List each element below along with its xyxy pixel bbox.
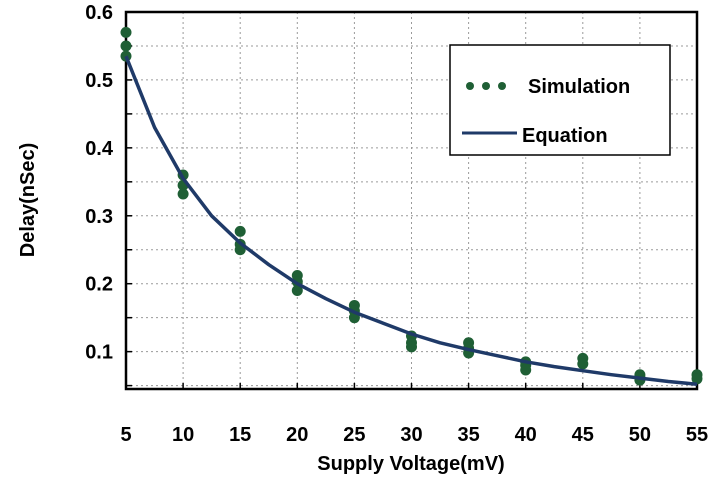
simulation-point: [691, 373, 703, 385]
x-tick-label: 30: [400, 424, 422, 446]
legend-simulation-label: Simulation: [528, 76, 630, 98]
y-tick-label: 0.1: [85, 342, 113, 364]
simulation-point: [406, 341, 417, 353]
x-tick-label: 25: [343, 424, 365, 446]
y-tick-label: 0.6: [85, 2, 113, 24]
legend: Simulation Equation: [449, 44, 671, 156]
series-layer: [120, 26, 703, 386]
equation-curve: [124, 55, 698, 386]
y-tick-label: 0.5: [85, 70, 113, 92]
legend-simulation-marker: [466, 82, 506, 90]
simulation-point: [234, 225, 246, 237]
x-tick-label: 40: [515, 424, 537, 446]
legend-equation-label: Equation: [522, 125, 608, 147]
simulation-point: [120, 40, 132, 52]
y-tick-label: 0.2: [85, 274, 113, 296]
y-tick-labels: 0.1 0.2 0.3 0.4 0.5 0.6: [85, 2, 114, 364]
x-tick-labels: 5 10 15 20 25 30 35 40 45 50 55: [120, 424, 708, 446]
x-tick-label: 55: [686, 424, 708, 446]
simulation-point: [291, 285, 303, 297]
x-tick-label: 20: [286, 424, 308, 446]
legend-box: [449, 44, 671, 156]
y-axis-title: Delay(nSec): [17, 143, 39, 258]
legend-simulation-dot: [498, 82, 506, 90]
x-tick-label: 5: [120, 424, 131, 446]
legend-simulation-dot: [466, 82, 474, 90]
y-tick-label: 0.4: [85, 138, 114, 160]
x-tick-label: 50: [629, 424, 651, 446]
y-tick-label: 0.3: [85, 206, 113, 228]
simulation-point: [577, 358, 589, 370]
x-tick-label: 10: [172, 424, 194, 446]
x-axis-title: Supply Voltage(mV): [317, 453, 504, 475]
legend-simulation-dot: [482, 82, 490, 90]
x-tick-label: 45: [572, 424, 594, 446]
ticks-layer: [125, 11, 698, 389]
simulation-point: [520, 364, 532, 376]
x-tick-label: 35: [457, 424, 479, 446]
simulation-point: [120, 26, 132, 38]
simulation-point: [177, 188, 189, 200]
x-tick-label: 15: [229, 424, 251, 446]
